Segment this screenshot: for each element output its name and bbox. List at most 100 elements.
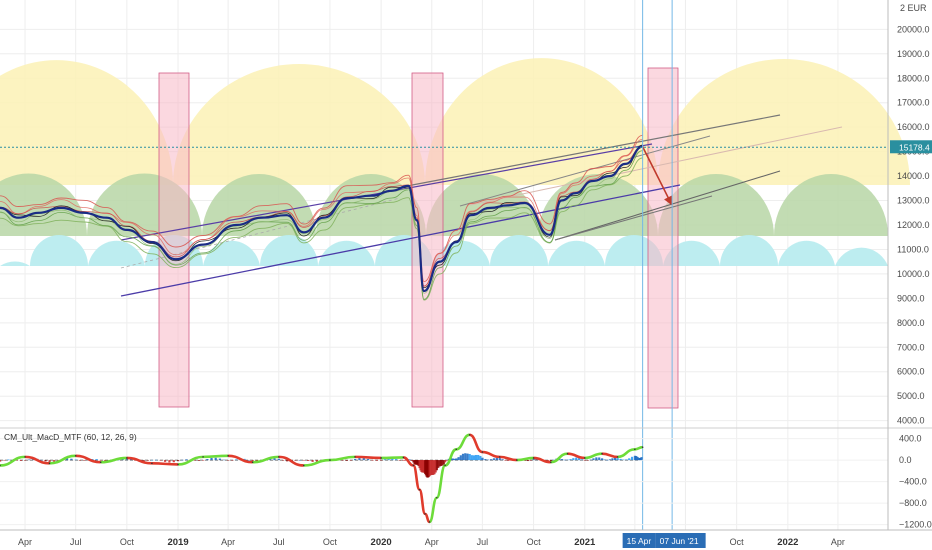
price-point: [423, 290, 425, 292]
histogram-bar: [498, 458, 501, 461]
histogram-bar: [474, 454, 478, 461]
indicator-segment: [303, 458, 330, 467]
indicator-point: [74, 455, 77, 457]
histogram-bar: [487, 459, 490, 461]
histogram-bar: [472, 455, 476, 461]
time-axis-ticks: Apr Jul Oct 2019 Apr Jul Oct 2020 Apr Jul Oct 2021 A…: [18, 537, 845, 548]
histogram-bar: [622, 459, 625, 461]
histogram-bar: [453, 458, 456, 461]
x-tick-label: Apr: [831, 537, 845, 547]
histogram-bar: [281, 460, 285, 461]
date-badge-07-jun-label: 07 Jun '21: [660, 536, 699, 546]
indicator-segment: [550, 452, 568, 464]
histogram-bar: [163, 460, 167, 462]
price-point: [261, 216, 263, 219]
trend-line-faint: [469, 126, 843, 206]
histogram-bar: [341, 460, 344, 461]
indicator-tick-label: 0.0: [899, 455, 912, 465]
x-tick-label: Oct: [323, 537, 338, 547]
price-point: [370, 194, 373, 197]
histogram-bar: [441, 460, 444, 466]
histogram-bar: [492, 458, 496, 461]
price-point: [455, 241, 458, 244]
histogram-bar: [563, 459, 566, 461]
histogram-bar: [459, 455, 462, 461]
indicator-point: [424, 513, 426, 515]
price-point: [346, 197, 349, 200]
last-price-badge: 15178.4: [890, 140, 932, 154]
indicator-segment: [75, 454, 101, 464]
price-point: [489, 206, 492, 209]
price-band-line: [0, 150, 643, 300]
histogram-bar: [74, 459, 77, 461]
indicator-point: [354, 456, 356, 458]
x-tick-label: Jul: [273, 537, 285, 547]
histogram-bar: [451, 458, 454, 461]
price-point: [82, 211, 85, 214]
histogram-bar: [470, 455, 473, 461]
histogram-bar: [572, 458, 575, 461]
histogram-bar: [430, 460, 434, 475]
histogram-bar: [464, 453, 467, 461]
price-series: [0, 145, 644, 293]
y-tick-label: 17000.0: [897, 98, 930, 108]
histogram-bar: [24, 460, 27, 461]
histogram-bar: [383, 459, 387, 461]
indicator-point: [498, 456, 501, 458]
y-tick-label: 20000.0: [897, 24, 930, 34]
price-point: [407, 184, 410, 187]
histogram-bar: [247, 460, 250, 461]
highlight-box-2018: [158, 72, 190, 408]
histogram-bar: [466, 453, 469, 461]
histogram-bar: [19, 460, 23, 461]
price-point: [202, 243, 204, 246]
indicator-point: [532, 457, 535, 459]
indicator-tick-label: −1200.0: [899, 520, 932, 530]
histogram-bar: [380, 460, 383, 461]
histogram-bar: [484, 459, 487, 461]
indicator-point: [302, 464, 305, 467]
price-point: [17, 216, 20, 219]
indicator-segment: [228, 454, 253, 464]
histogram-bar: [99, 460, 102, 461]
indicator-segment: [412, 464, 421, 491]
histogram-bar: [286, 460, 289, 462]
histogram-bar: [222, 459, 226, 461]
histogram-bar: [490, 459, 493, 461]
indicator-gridlines: [0, 438, 888, 526]
x-tick-label: Apr: [425, 537, 439, 547]
price-pane: [0, 0, 910, 530]
histogram-bar: [445, 460, 449, 461]
histogram-bar: [185, 459, 188, 461]
histogram-bar: [527, 460, 530, 462]
histogram-bar: [52, 460, 56, 462]
x-tick-label: Oct: [527, 537, 542, 547]
indicator-point: [516, 459, 518, 461]
price-point: [548, 233, 551, 236]
histogram-bar: [181, 459, 184, 461]
price-point: [560, 199, 563, 202]
histogram-bar: [444, 460, 447, 463]
histogram-bar: [375, 460, 378, 461]
indicator-segment: [584, 452, 603, 460]
histogram-bar: [146, 460, 149, 461]
indicator-segment: [100, 456, 127, 464]
price-point: [285, 214, 288, 217]
histogram-bar: [575, 457, 578, 461]
histogram-bar: [457, 457, 460, 461]
histogram-bar: [130, 459, 133, 461]
trend-line-lower-purple: [120, 184, 681, 297]
histogram-bar: [606, 459, 609, 461]
histogram-bar: [307, 460, 310, 461]
indicator-point: [566, 452, 569, 455]
histogram-bar: [172, 460, 175, 463]
indicator-point: [634, 448, 636, 451]
histogram-bar: [251, 460, 254, 462]
price-point: [235, 224, 237, 226]
indicator-point: [329, 459, 331, 461]
histogram-bar: [432, 460, 435, 475]
x-tick-label: 2021: [574, 537, 596, 548]
histogram-bar: [0, 460, 2, 462]
indicator-histogram: [0, 453, 643, 478]
price-point: [105, 216, 108, 219]
